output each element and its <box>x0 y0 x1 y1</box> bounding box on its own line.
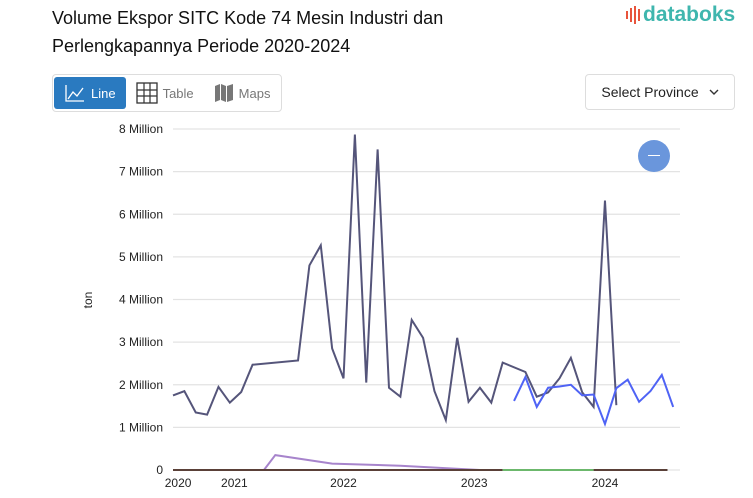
series-line-2 <box>263 454 480 471</box>
y-axis-label: ton <box>81 292 95 309</box>
line-chart-icon <box>65 85 84 102</box>
y-tick-label: 0 <box>156 463 163 477</box>
series-line-0 <box>172 134 618 425</box>
series-line-1 <box>513 372 675 427</box>
tab-line-label: Line <box>91 85 116 101</box>
y-tick-label: 7 Million <box>119 165 163 179</box>
tab-maps-label: Maps <box>238 85 271 101</box>
tab-table-label: Table <box>162 85 194 101</box>
view-tabs: Line Table Maps <box>52 74 283 112</box>
logo-bars-icon <box>626 6 640 24</box>
x-tick-label: 2022 <box>330 476 357 490</box>
chart-title: Volume Ekspor SITC Kode 74 Mesin Industr… <box>52 8 444 56</box>
tab-line[interactable]: Line <box>54 77 126 109</box>
y-tick-label: 6 Million <box>119 207 163 221</box>
databoks-logo: databoks <box>626 3 735 27</box>
zoom-out-button[interactable] <box>638 140 670 172</box>
y-tick-label: 3 Million <box>119 335 163 349</box>
table-icon <box>135 82 158 104</box>
y-tick-label: 1 Million <box>119 420 163 434</box>
x-tick-label: 2023 <box>461 476 488 490</box>
line-chart: 0 1 Million 2 Million 3 Million 4 Million 5 M… <box>81 122 680 490</box>
minus-icon <box>648 155 660 156</box>
province-select-label: Select Province <box>601 84 699 100</box>
y-tick-label: 4 Million <box>119 293 163 307</box>
y-tick-label: 5 Million <box>119 250 163 264</box>
y-tick-label: 8 Million <box>119 122 163 136</box>
logo-text: databoks <box>643 3 736 26</box>
map-icon <box>214 84 233 102</box>
province-select[interactable]: Select Province <box>585 74 735 110</box>
chevron-down-icon <box>709 89 719 95</box>
x-tick-label: 2021 <box>221 476 248 490</box>
tab-table[interactable]: Table <box>126 77 204 109</box>
tab-maps[interactable]: Maps <box>204 77 281 109</box>
y-tick-label: 2 Million <box>119 378 163 392</box>
x-tick-label: 2024 <box>592 476 619 490</box>
x-tick-label: 2020 <box>165 476 192 490</box>
